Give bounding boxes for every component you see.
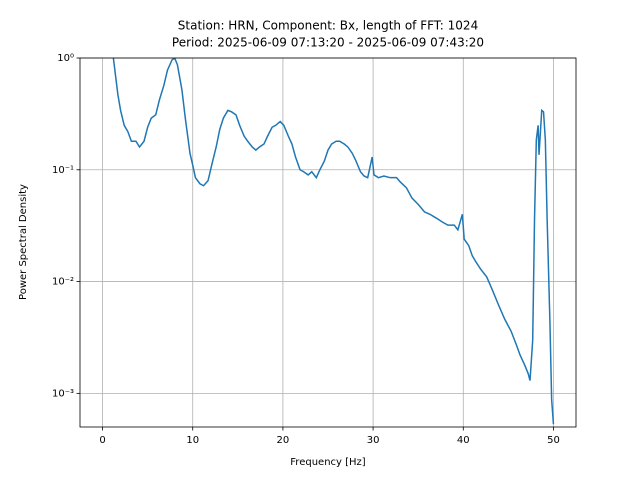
y-tick-label: 10⁻¹ [52,165,74,176]
plot-frame [79,57,577,428]
x-tick-label: 40 [457,435,470,446]
x-tick-label: 20 [277,435,290,446]
y-axis-label: Power Spectral Density [18,184,29,300]
x-tick-label: 10 [186,435,199,446]
data-line [112,58,555,425]
chart-subtitle: Period: 2025-06-09 07:13:20 - 2025-06-09… [172,36,484,50]
x-tick-label: 30 [367,435,380,446]
x-tick-label: 0 [99,435,105,446]
x-tick-label: 50 [547,435,560,446]
y-tick-label: 10⁻² [52,277,74,288]
y-tick-label: 10⁰ [57,53,74,64]
x-axis-label: Frequency [Hz] [290,457,366,468]
y-tick-label: 10⁻³ [52,388,74,399]
chart-title: Station: HRN, Component: Bx, length of F… [178,19,478,33]
